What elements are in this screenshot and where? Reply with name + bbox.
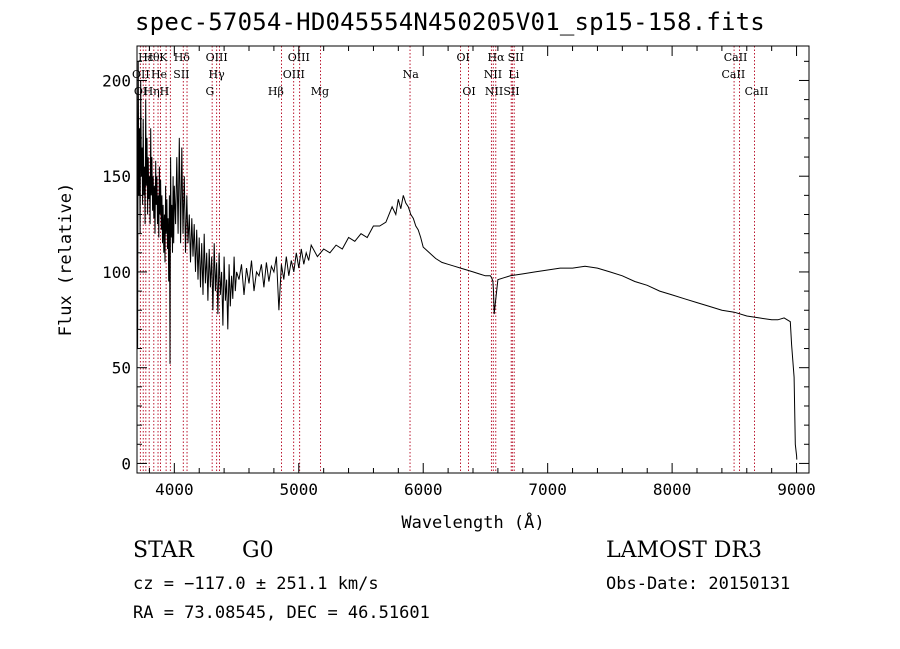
line-label: CaII — [724, 51, 748, 64]
line-label: Hη — [144, 85, 160, 98]
line-label: Li — [508, 68, 519, 81]
x-tick-label: 7000 — [528, 480, 567, 499]
line-label: K — [159, 51, 168, 64]
x-tick-label: 6000 — [404, 480, 443, 499]
line-label: SII — [508, 51, 524, 64]
line-label: NII — [485, 85, 503, 98]
line-label: Hθ — [143, 51, 160, 64]
line-label: G — [206, 85, 215, 98]
line-label: Mg — [311, 85, 329, 98]
line-label: SII — [503, 85, 519, 98]
line-label: OI — [456, 51, 469, 64]
line-label: CaII — [745, 85, 769, 98]
line-label: OII — [132, 68, 150, 81]
line-label: SII — [173, 68, 189, 81]
line-label: Hγ — [209, 68, 226, 81]
line-label: He — [151, 68, 167, 81]
line-label: CaII — [722, 68, 746, 81]
y-tick-label: 200 — [102, 71, 131, 90]
redshift-label: cz = −117.0 ± 251.1 km/s — [133, 574, 379, 594]
line-label: OI — [462, 85, 475, 98]
spectrum-line — [136, 61, 798, 460]
y-axis-label: Flux (relative) — [56, 183, 76, 337]
line-label: H — [160, 85, 170, 98]
x-axis-label: Wavelength (Å) — [401, 511, 544, 533]
line-label: Hβ — [268, 85, 284, 98]
object-type-label: STAR — [133, 538, 194, 563]
line-label: Hε — [138, 51, 154, 64]
coordinates-label: RA = 73.08545, DEC = 46.51601 — [133, 603, 430, 623]
line-label: OIII — [283, 68, 305, 81]
x-tick-label: 9000 — [777, 480, 816, 499]
y-tick-label: 50 — [112, 359, 131, 378]
survey-label: LAMOST DR3 — [606, 538, 762, 563]
x-tick-label: 8000 — [653, 480, 692, 499]
subclass-label: G0 — [242, 538, 274, 563]
plot-frame — [136, 45, 810, 474]
line-label: OIII — [206, 51, 228, 64]
x-tick-label: 5000 — [280, 480, 319, 499]
y-tick-label: 150 — [102, 167, 131, 186]
x-tick-label: 4000 — [155, 480, 194, 499]
line-label: NII — [484, 68, 502, 81]
obs-date-label: Obs-Date: 20150131 — [606, 574, 791, 594]
line-label: OIII — [288, 51, 310, 64]
line-label: Hα — [488, 51, 506, 64]
y-tick-label: 100 — [102, 263, 131, 282]
line-label: OI — [134, 85, 147, 98]
line-label: Hδ — [174, 51, 191, 64]
y-tick-label: 0 — [121, 454, 131, 473]
chart-title: spec-57054-HD045554N450205V01_sp15-158.f… — [135, 8, 765, 36]
line-label: Na — [403, 68, 420, 81]
